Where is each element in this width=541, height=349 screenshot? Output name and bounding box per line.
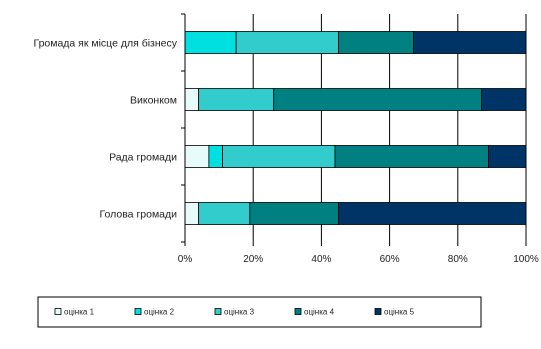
legend-label: оцінка 1 — [64, 308, 95, 317]
bar-segment — [334, 145, 489, 168]
bars — [184, 31, 527, 225]
legend-label: оцінка 2 — [144, 308, 175, 317]
bar-segment — [198, 202, 251, 225]
x-tick-label: 100% — [513, 254, 539, 265]
legend-swatch — [134, 308, 142, 315]
legend-swatch — [294, 308, 302, 315]
bar-segment — [235, 31, 339, 54]
bar-segment — [184, 31, 237, 54]
legend: оцінка 1 оцінка 2 оцінка 3 оцінка 4 оцінка 5 — [37, 296, 482, 328]
bar-segment — [481, 88, 527, 111]
category-label: Громада як місце для бізнесу — [33, 38, 177, 50]
bar-segment — [208, 145, 223, 168]
legend-swatch — [374, 308, 382, 315]
bar-segment — [184, 88, 200, 111]
bar-segment — [338, 31, 414, 54]
axis-labels: 0% 20% 40% 60% 80% 100% Громада як місце для б… — [33, 38, 538, 266]
x-tick-label: 20% — [243, 254, 263, 265]
legend-swatch — [54, 308, 62, 315]
legend-swatch — [214, 308, 222, 315]
legend-label: оцінка 4 — [304, 308, 335, 317]
x-tick-label: 40% — [311, 254, 331, 265]
bar-segment — [488, 145, 527, 168]
category-label: Виконком — [130, 95, 177, 107]
bar-segment — [222, 145, 336, 168]
bar-segment — [338, 202, 527, 225]
legend-label: оцінка 3 — [224, 308, 255, 317]
legend-label: оцінка 5 — [384, 308, 415, 317]
bar-segment — [413, 31, 527, 54]
legend-box — [37, 296, 482, 328]
bar-segment — [184, 145, 210, 168]
x-tick-label: 80% — [448, 254, 468, 265]
bar-segment — [198, 88, 275, 111]
bar-segment — [184, 202, 200, 225]
bar-segment — [249, 202, 339, 225]
axes — [181, 13, 527, 246]
x-tick-label: 60% — [380, 254, 400, 265]
bar-segment — [273, 88, 483, 111]
category-label: Голова громади — [100, 209, 178, 221]
category-label: Рада громади — [109, 152, 177, 164]
x-tick-label: 0% — [178, 254, 193, 265]
